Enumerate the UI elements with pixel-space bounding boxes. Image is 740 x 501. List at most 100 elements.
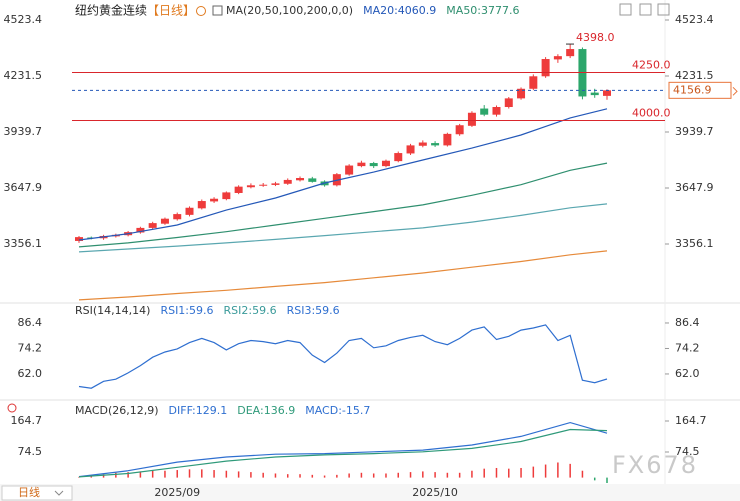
macd-bar xyxy=(360,472,363,478)
indicator-icon[interactable] xyxy=(7,403,17,413)
y-tick-label-left: 62.0 xyxy=(18,367,43,380)
candle-body xyxy=(529,76,538,89)
macd-bar xyxy=(262,472,264,478)
level-label: 4000.0 xyxy=(632,106,671,119)
period-dropdown[interactable] xyxy=(1,485,73,501)
candle-body xyxy=(504,98,513,108)
y-tick-label-left: 86.4 xyxy=(18,316,43,329)
y-tick-label-left: 74.2 xyxy=(18,341,43,354)
tool-icon[interactable] xyxy=(619,3,632,16)
y-tick-label-right: 4523.4 xyxy=(675,13,714,26)
candle-body xyxy=(148,223,157,228)
macd-bar xyxy=(532,466,535,478)
macd-bar xyxy=(151,470,154,478)
candle-body xyxy=(553,56,562,60)
macd-bar xyxy=(274,473,277,478)
legend-item: DEA:136.9 xyxy=(237,404,295,417)
macd-bar xyxy=(323,475,326,478)
moving-average-line xyxy=(78,162,608,248)
y-tick-label-left: 3939.7 xyxy=(4,125,43,138)
candle-body xyxy=(283,179,292,184)
macd-bar xyxy=(299,474,301,478)
y-tick-label-right: 74.5 xyxy=(675,445,700,458)
high-label: 4398.0 xyxy=(576,31,615,44)
candle-body xyxy=(357,162,366,167)
y-tick-label-left: 4231.5 xyxy=(4,69,43,82)
candle-body xyxy=(185,207,194,215)
macd-bar xyxy=(385,473,387,478)
candle-body xyxy=(75,237,83,241)
candle-body xyxy=(246,185,255,188)
macd-bar xyxy=(471,470,473,478)
candle-body xyxy=(603,90,611,96)
macd-bar xyxy=(348,473,350,478)
macd-bar xyxy=(409,472,412,478)
macd-bar xyxy=(422,471,424,478)
macd-bar xyxy=(115,472,117,478)
y-tick-label-right: 74.2 xyxy=(675,341,700,354)
instrument: 纽约黄金连续 xyxy=(75,3,147,18)
macd-line xyxy=(78,421,608,478)
tag-chevron xyxy=(732,86,738,96)
candle-body xyxy=(271,183,280,185)
macd-bar xyxy=(483,468,485,478)
macd-bar xyxy=(102,474,105,478)
bottom-bar xyxy=(0,484,740,501)
legend-item: MA50:3777.6 xyxy=(446,4,519,17)
macd-bar xyxy=(495,467,498,478)
macd-bar xyxy=(446,472,449,478)
legend-item: MACD(26,12,9) xyxy=(75,404,159,417)
macd-bar xyxy=(188,469,191,478)
macd-bar xyxy=(508,468,510,478)
y-tick-label-right: 164.7 xyxy=(675,414,707,427)
macd-bar xyxy=(458,472,461,478)
macd-bar xyxy=(311,474,314,478)
candle-body xyxy=(234,186,243,193)
y-tick-label-left: 3647.9 xyxy=(4,181,43,194)
macd-bar xyxy=(336,474,338,478)
tool-icon[interactable] xyxy=(657,3,670,16)
settings-icon[interactable] xyxy=(196,6,206,16)
tool-icon[interactable] xyxy=(639,3,652,16)
legend-item: DIFF:129.1 xyxy=(169,404,228,417)
candle-body xyxy=(566,49,575,57)
macd-bar xyxy=(581,470,584,478)
candle-body xyxy=(443,133,452,146)
macd-bar xyxy=(569,463,571,478)
candle-body xyxy=(541,59,550,77)
candle-body xyxy=(296,178,305,181)
legend-item: RSI1:59.6 xyxy=(160,304,213,317)
legend-item: RSI3:59.6 xyxy=(287,304,340,317)
candle-body xyxy=(160,218,169,224)
macd-line xyxy=(78,428,608,478)
macd-bar xyxy=(557,462,559,478)
candle-body xyxy=(210,198,219,202)
macd-bar xyxy=(201,469,203,478)
macd-bar xyxy=(176,470,178,478)
macd-bar xyxy=(544,464,547,478)
macd-bar xyxy=(164,470,166,478)
candle-body xyxy=(136,227,145,233)
y-tick-label-left: 4523.4 xyxy=(4,13,43,26)
indicator-line xyxy=(78,324,608,389)
x-tick-label: 2025/09 xyxy=(154,486,200,499)
y-tick-label-right: 86.4 xyxy=(675,316,700,329)
candle-body xyxy=(406,145,415,154)
x-tick-label: 2025/10 xyxy=(412,486,458,499)
moving-average-line xyxy=(78,250,608,301)
period-dropdown-label[interactable]: 日线 xyxy=(18,485,40,499)
y-tick-label-left: 164.7 xyxy=(11,414,43,427)
last-price-tag xyxy=(668,81,732,99)
toggle-icon[interactable] xyxy=(212,5,223,16)
macd-bar xyxy=(434,472,436,478)
candle-body xyxy=(197,201,206,209)
candle-body xyxy=(517,88,526,99)
macd-bar xyxy=(213,470,215,478)
period-label[interactable]: 【日线】 xyxy=(147,4,195,18)
candle-body xyxy=(222,192,231,200)
candle-body xyxy=(394,153,403,162)
moving-average-line xyxy=(78,203,608,253)
candle-body xyxy=(455,125,464,135)
